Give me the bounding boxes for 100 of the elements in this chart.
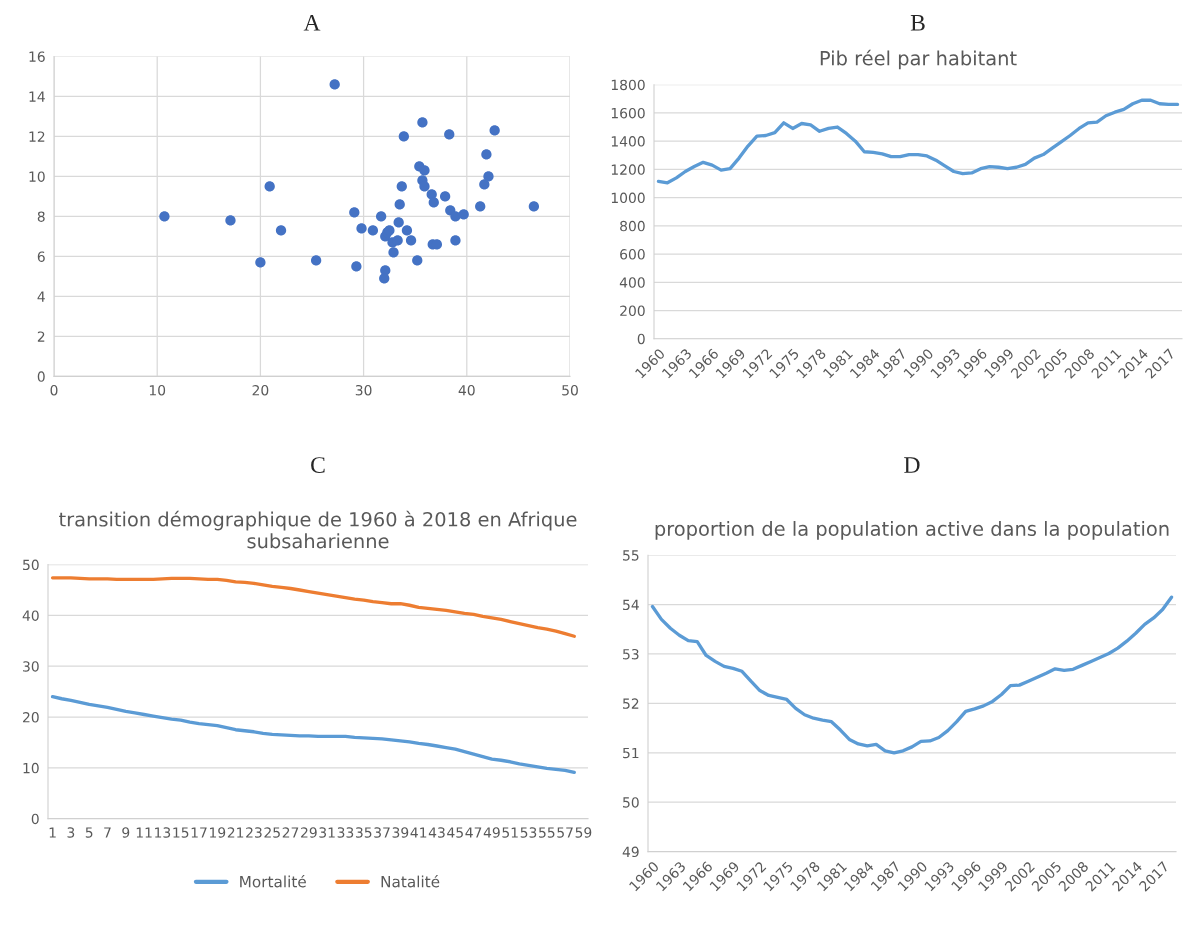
line-series xyxy=(656,98,1180,185)
y-tick-label: 800 xyxy=(620,220,645,232)
x-tick-label: 57 xyxy=(557,827,573,838)
chart-title: proportion de la population active dans la population xyxy=(655,520,1169,540)
point xyxy=(450,235,461,246)
point xyxy=(375,211,387,222)
text: D xyxy=(904,457,920,473)
point xyxy=(419,165,430,176)
point xyxy=(419,181,430,192)
text: B xyxy=(910,15,925,31)
x-tick-label: 19 xyxy=(210,827,226,838)
y-tick-label: 400 xyxy=(619,277,645,288)
point xyxy=(450,211,461,222)
x-tick-label: 20 xyxy=(252,384,269,396)
x-tick-label: 55 xyxy=(539,827,555,838)
y-tick-label: 52 xyxy=(623,698,639,709)
point xyxy=(329,79,340,90)
y-tick-label: 200 xyxy=(620,305,645,316)
point xyxy=(398,131,409,142)
x-tick-label: 47 xyxy=(465,827,482,838)
point xyxy=(393,217,404,228)
x-tick-label: 13 xyxy=(155,827,171,838)
point xyxy=(412,255,423,266)
chart-title: transition démographique de 1960 à 2018 en Afrique subsaharienne xyxy=(59,510,577,549)
x-tick-label: 39 xyxy=(392,827,409,838)
point xyxy=(367,225,379,236)
y-tick-label: 1000 xyxy=(611,192,645,204)
x-tick-label: 30 xyxy=(355,384,372,396)
point xyxy=(264,181,275,192)
point xyxy=(349,207,360,218)
x-tick-label: 29 xyxy=(301,827,317,838)
y-tick-label: 4 xyxy=(37,291,45,302)
point xyxy=(444,129,455,140)
y-tick-label: 53 xyxy=(623,648,639,660)
y-tick-label: 16 xyxy=(29,51,45,62)
y-tick-label: 10 xyxy=(23,762,39,774)
x-tick-label: 21 xyxy=(227,827,244,838)
y-tick-label: 600 xyxy=(620,249,645,260)
y-tick-label: 20 xyxy=(23,712,39,723)
point xyxy=(159,211,170,222)
y-tick-label: 6 xyxy=(37,251,45,262)
x-tick-label: 25 xyxy=(264,827,280,838)
y-tick-label: 54 xyxy=(623,599,639,611)
y-tick-label: 49 xyxy=(622,846,639,858)
x-tick-label: 11 xyxy=(136,827,152,838)
x-tick-label: 5 xyxy=(85,827,93,838)
x-tick-label: 31 xyxy=(319,827,335,838)
point xyxy=(396,181,407,192)
point xyxy=(275,225,287,236)
point xyxy=(458,209,469,220)
legend-label: Mortalité xyxy=(240,875,306,888)
text: C xyxy=(311,457,325,473)
y-tick-label: 0 xyxy=(637,333,645,345)
y-tick-label: 14 xyxy=(29,91,45,102)
point xyxy=(255,257,266,268)
x-tick-label: 33 xyxy=(337,827,354,838)
x-tick-label: 59 xyxy=(575,827,592,838)
y-tick-label: 1600 xyxy=(611,107,645,119)
point xyxy=(417,117,428,128)
point xyxy=(405,235,417,246)
x-tick-label: 37 xyxy=(374,827,390,838)
x-tick-label: 1 xyxy=(49,827,56,838)
y-tick-label: 10 xyxy=(29,171,45,182)
point xyxy=(379,273,390,284)
y-tick-label: 2 xyxy=(37,331,45,342)
point xyxy=(481,149,492,160)
x-tick-label: 41 xyxy=(410,827,427,838)
point xyxy=(225,215,236,226)
x-tick-label: 50 xyxy=(562,384,578,396)
y-tick-label: 40 xyxy=(22,610,39,621)
x-tick-label: 15 xyxy=(173,827,189,838)
chart-title: Pib réel par habitant xyxy=(820,49,1017,70)
point xyxy=(388,247,399,258)
y-tick-label: 1800 xyxy=(611,79,645,91)
x-tick-label: 27 xyxy=(282,827,299,838)
point xyxy=(394,199,405,210)
point xyxy=(475,201,486,212)
x-tick-label: 9 xyxy=(122,827,130,838)
point xyxy=(310,255,322,266)
x-tick-label: 49 xyxy=(483,827,500,838)
x-tick-label: 35 xyxy=(355,827,372,838)
line-series xyxy=(650,595,1174,755)
y-tick-label: 51 xyxy=(623,747,639,759)
point xyxy=(392,235,403,246)
y-tick-label: 8 xyxy=(37,211,45,222)
x-tick-label: 51 xyxy=(502,827,518,838)
point xyxy=(483,171,494,182)
x-tick-label: 7 xyxy=(104,827,111,838)
point xyxy=(439,191,451,202)
x-tick-label: 53 xyxy=(520,827,537,838)
line-series xyxy=(50,576,576,638)
y-tick-label: 0 xyxy=(31,813,39,825)
x-tick-label: 45 xyxy=(447,827,463,838)
y-tick-label: 55 xyxy=(623,550,639,561)
point xyxy=(351,261,362,272)
x-tick-label: 43 xyxy=(428,827,445,838)
x-tick-label: 40 xyxy=(458,384,475,396)
x-tick-label: 3 xyxy=(67,827,75,838)
y-tick-label: 50 xyxy=(623,797,639,808)
x-tick-label: 17 xyxy=(191,827,207,838)
